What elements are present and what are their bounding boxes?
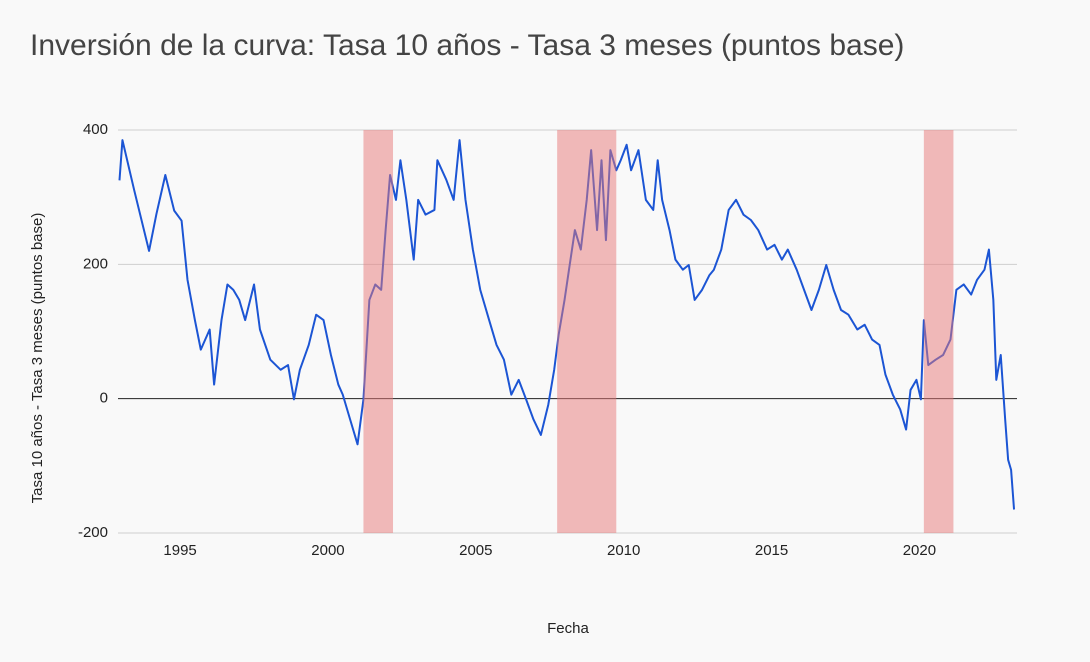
recession-band (557, 130, 617, 533)
y-tick-label: 200 (83, 255, 108, 272)
x-tick-label: 2015 (755, 542, 788, 559)
x-tick-label: 1995 (163, 542, 196, 559)
recession-band (363, 130, 394, 533)
chart-title: Inversión de la curva: Tasa 10 años - Ta… (30, 29, 904, 62)
recession-band (923, 130, 954, 533)
x-axis-title: Fecha (547, 620, 589, 637)
y-tick-label: 0 (100, 390, 108, 407)
x-tick-label: 2010 (607, 542, 640, 559)
x-tick-label: 2020 (903, 542, 936, 559)
x-tick-label: 2005 (459, 542, 492, 559)
y-tick-label: 400 (83, 121, 108, 138)
y-axis-title: Tasa 10 años - Tasa 3 meses (puntos base… (29, 213, 46, 504)
x-tick-label: 2000 (311, 542, 344, 559)
y-tick-label: -200 (78, 524, 108, 541)
